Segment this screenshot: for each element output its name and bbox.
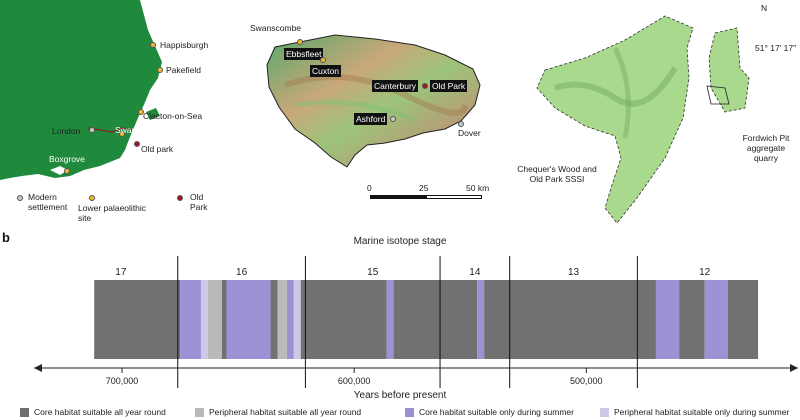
legend-label: Peripheral habitat suitable only during …: [614, 407, 790, 417]
legend-swatch: [20, 408, 29, 417]
habitat-segment-core-all-year: [393, 280, 478, 359]
stage-label-15: 15: [367, 267, 379, 278]
habitat-segment-peripheral-summer: [293, 280, 301, 359]
scale-bar-light: [426, 195, 482, 199]
legend-lower-swatch: [89, 195, 95, 201]
coordinate-label: 51° 17′ 17″: [755, 43, 797, 53]
axis-arrow-right-icon: [790, 364, 798, 372]
old-park-label: Old park: [141, 144, 174, 154]
habitat-segment-core-all-year: [727, 280, 759, 359]
habitat-segment-peripheral-all-year: [207, 280, 222, 359]
habitat-segments: [63, 280, 771, 359]
happisburgh-label: Happisburgh: [160, 40, 209, 50]
kent-old-park-marker: [422, 83, 428, 89]
ashford-label: Ashford: [354, 113, 388, 125]
habitat-segment-core-all-year: [679, 280, 705, 359]
stage-label-12: 12: [699, 267, 711, 278]
habitat-segment-core-all-year: [221, 280, 227, 359]
habitat-segment-core-summer: [704, 280, 728, 359]
axis-ticks: 700,000 600,000 500,000: [106, 368, 603, 386]
legend-oldpark-swatch: [177, 195, 183, 201]
clacton-label: Clacton-on-Sea: [143, 111, 203, 121]
habitat-segment-core-summer: [226, 280, 271, 359]
legend-modern-swatch: [17, 195, 23, 201]
kent-swanscombe-label: Swanscombe: [250, 23, 302, 33]
pakefield-label: Pakefield: [166, 65, 201, 75]
panel-b-label: b: [2, 230, 10, 245]
habitat-segment-core-all-year: [270, 280, 278, 359]
legend-swatch: [195, 408, 204, 417]
habitat-segment-peripheral-all-year: [277, 280, 287, 359]
habitat-timeline-chart: 17 16 15 14 13 12 700,000 600,000 500,000: [34, 256, 798, 388]
dover-marker: [458, 121, 464, 127]
swanscombe-marker: [119, 131, 125, 137]
axis-arrow-left-icon: [34, 364, 42, 372]
canterbury-label: Canterbury: [372, 80, 419, 92]
scale-bar-dark: [370, 195, 426, 199]
kent-swanscombe-marker: [297, 39, 303, 45]
mis-title: Marine isotope stage: [353, 236, 447, 247]
boxgrove-label: Boxgrove: [49, 154, 85, 164]
london-label: London: [52, 126, 81, 136]
land-mass: [0, 0, 162, 180]
old-park-marker: [134, 141, 140, 147]
boxgrove-marker: [64, 168, 70, 174]
scale-label-25: 25: [419, 183, 429, 193]
habitat-segment-peripheral-summer: [200, 280, 208, 359]
fordwich-label: Fordwich Pit aggregate quarry: [742, 133, 790, 163]
stage-labels: 17 16 15 14 13 12: [115, 267, 710, 278]
scale-label-0: 0: [367, 183, 372, 193]
habitat-segment-core-summer: [180, 280, 201, 359]
chequers-label: Chequer's Wood and Old Park SSSI: [517, 164, 597, 184]
stage-label-13: 13: [568, 267, 580, 278]
habitat-legend: Core habitat suitable all year round Peri…: [20, 407, 800, 419]
pakefield-marker: [157, 67, 163, 73]
stage-label-16: 16: [236, 267, 248, 278]
site-detail-map: [536, 15, 750, 224]
london-marker: [89, 127, 95, 133]
tick-label: 500,000: [570, 376, 603, 386]
axis-title: Years before present: [353, 390, 447, 401]
habitat-segment-core-summer: [655, 280, 680, 359]
tick-label: 600,000: [338, 376, 371, 386]
ebbsfleet-label: Ebbsfleet: [284, 48, 324, 60]
cuxton-label: Cuxton: [310, 65, 341, 77]
legend-modern-label: Modern settlement: [28, 192, 68, 212]
habitat-segment-core-all-year: [300, 280, 387, 359]
habitat-segment-core-all-year: [94, 280, 181, 359]
north-arrow-icon: N: [761, 3, 768, 13]
legend-label: Core habitat suitable only during summer: [419, 407, 574, 417]
dover-label: Dover: [458, 128, 481, 138]
stage-label-14: 14: [469, 267, 481, 278]
legend-label: Core habitat suitable all year round: [34, 407, 166, 417]
legend-swatch: [405, 408, 414, 417]
legend-swatch: [600, 408, 609, 417]
tick-label: 700,000: [106, 376, 139, 386]
scale-label-50: 50 km: [466, 183, 490, 193]
kent-old-park-label: Old Park: [430, 80, 468, 92]
habitat-segment-core-all-year: [484, 280, 656, 359]
habitat-segment-core-summer: [386, 280, 394, 359]
stage-label-17: 17: [115, 267, 127, 278]
legend-lower-label: Lower palaeolithic site: [78, 203, 147, 223]
clacton-marker: [138, 109, 144, 115]
legend-oldpark-label: Old Park: [190, 192, 208, 212]
legend-label: Peripheral habitat suitable all year rou…: [209, 407, 362, 417]
stage-dividers: [177, 256, 638, 388]
cuxton-marker: [320, 57, 326, 63]
happisburgh-marker: [150, 42, 156, 48]
ashford-marker: [390, 116, 396, 122]
habitat-segment-core-summer: [286, 280, 294, 359]
swanscombe-label: Swanscombe: [115, 125, 167, 135]
habitat-segment-core-summer: [477, 280, 485, 359]
